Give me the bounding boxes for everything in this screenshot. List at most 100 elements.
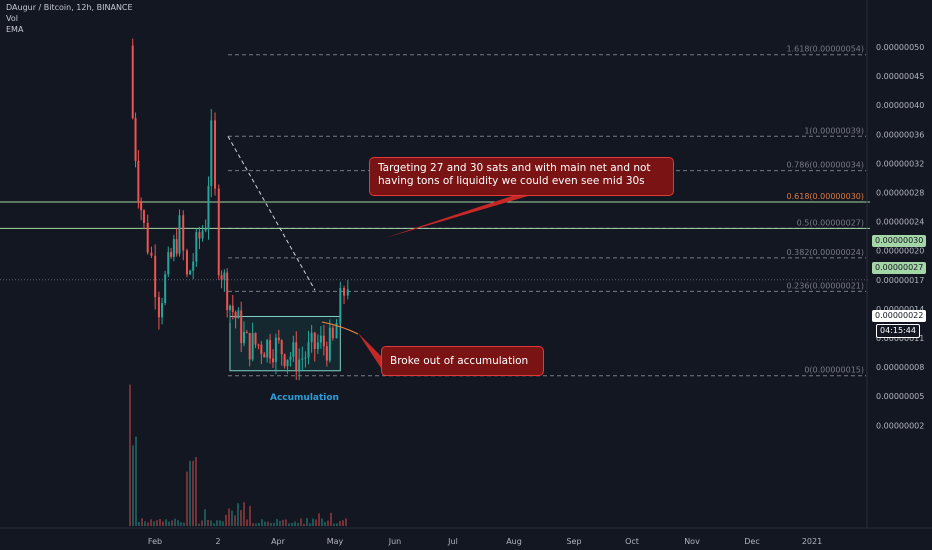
volume-bar (150, 519, 152, 526)
candle (192, 261, 195, 271)
volume-bar (195, 457, 197, 526)
volume-bar (267, 521, 269, 526)
volume-bar (270, 522, 272, 526)
candle (254, 333, 257, 345)
candle (175, 239, 178, 254)
time-tick-label: May (327, 537, 344, 546)
candle (150, 252, 153, 256)
drawings (227, 136, 528, 368)
fib-label-6: 0.236(0.00000021) (787, 281, 865, 290)
candle (164, 274, 167, 304)
candle (207, 185, 210, 229)
candle (277, 337, 280, 341)
candle (231, 305, 234, 312)
candle (220, 275, 223, 280)
symbol-title[interactable]: DAugur / Bitcoin, 12h, BINANCE (6, 3, 133, 12)
candle (269, 340, 272, 359)
volume-bar (222, 521, 224, 526)
candle (319, 335, 322, 343)
volume-bar (291, 522, 293, 526)
candle (257, 344, 260, 346)
volume-bar (300, 518, 302, 526)
volume-bar (333, 523, 335, 526)
volume-bar (219, 520, 221, 526)
key-levels (0, 201, 870, 281)
bar-countdown-badge: 04:15:44 (876, 324, 920, 338)
time-tick-label: Oct (625, 537, 639, 546)
volume-bar (312, 518, 314, 526)
volume-bar (165, 519, 167, 526)
volume-bar (294, 521, 296, 526)
volume-bar (156, 520, 158, 526)
candle (154, 255, 157, 298)
candle (322, 335, 325, 347)
volume-bar (210, 520, 212, 526)
candle (137, 160, 140, 202)
candle (295, 342, 298, 372)
volume-bar (174, 518, 176, 526)
candle (198, 232, 201, 239)
candle (185, 250, 188, 275)
volume-bar (246, 519, 248, 526)
candle (292, 342, 295, 357)
candle (228, 305, 231, 311)
time-tick-label: Nov (684, 537, 700, 546)
target-callout-pointer (385, 196, 528, 238)
volume-bar (180, 522, 182, 526)
candle (195, 232, 198, 262)
volume-bar (159, 518, 161, 526)
time-tick-label: Dec (744, 537, 759, 546)
price-tick-label: 0.00000045 (876, 72, 924, 81)
candle (260, 344, 263, 354)
volume-indicator-label[interactable]: Vol (6, 14, 18, 23)
candle (274, 337, 277, 363)
candle (237, 310, 240, 319)
candle (167, 252, 170, 275)
volume-bar (201, 520, 203, 526)
candle (131, 45, 134, 119)
target-callout[interactable]: Targeting 27 and 30 sats and with main n… (369, 157, 674, 196)
candle (142, 210, 145, 223)
volume-bar (129, 384, 131, 526)
candle (301, 358, 304, 360)
volume-bar (243, 502, 245, 526)
volume-bar (318, 513, 320, 526)
candle (298, 359, 301, 372)
candle (226, 272, 229, 311)
candle (243, 331, 246, 344)
candle (161, 303, 164, 318)
time-axis[interactable]: Feb 2 Apr May Jun Jul Aug Sep Oct Nov Dec 2021 (0, 527, 932, 546)
fib-trend-line (227, 136, 316, 291)
fib-label-5: 0.382(0.00000024) (787, 248, 865, 257)
candle (328, 327, 331, 361)
candle (240, 310, 243, 344)
breakout-callout-pointer (358, 333, 381, 368)
volume-bar (141, 518, 143, 526)
time-tick-label: Sep (566, 537, 581, 546)
last-price-badge: 0.00000022 (872, 310, 927, 322)
volume-bar (279, 520, 281, 526)
volume-bar (336, 523, 338, 526)
price-tick-label: 0.00000036 (876, 130, 924, 139)
volume-bar (192, 460, 194, 526)
price-axis[interactable]: 0.00000050 0.00000045 0.00000040 0.00000036… (866, 0, 924, 528)
volume-bar (162, 521, 164, 526)
candle (280, 340, 283, 355)
volume-bar (237, 503, 239, 526)
candle (210, 120, 213, 186)
ema-indicator-label[interactable]: EMA (6, 25, 24, 34)
price-tick-label: 0.00000020 (876, 247, 924, 256)
time-tick-label: Aug (506, 537, 522, 546)
level-27-badge: 0.00000027 (872, 262, 927, 274)
volume-bar (135, 436, 137, 526)
time-tick-label: Jun (388, 537, 402, 546)
volume-bar (183, 522, 185, 526)
volume-bar (189, 460, 191, 526)
breakout-callout[interactable]: Broke out of accumulation (381, 346, 544, 376)
price-tick-label: 0.00000028 (876, 189, 924, 198)
volume-bar (186, 471, 188, 526)
candle (201, 230, 204, 239)
volume-bar (198, 523, 200, 526)
candle (172, 239, 175, 257)
